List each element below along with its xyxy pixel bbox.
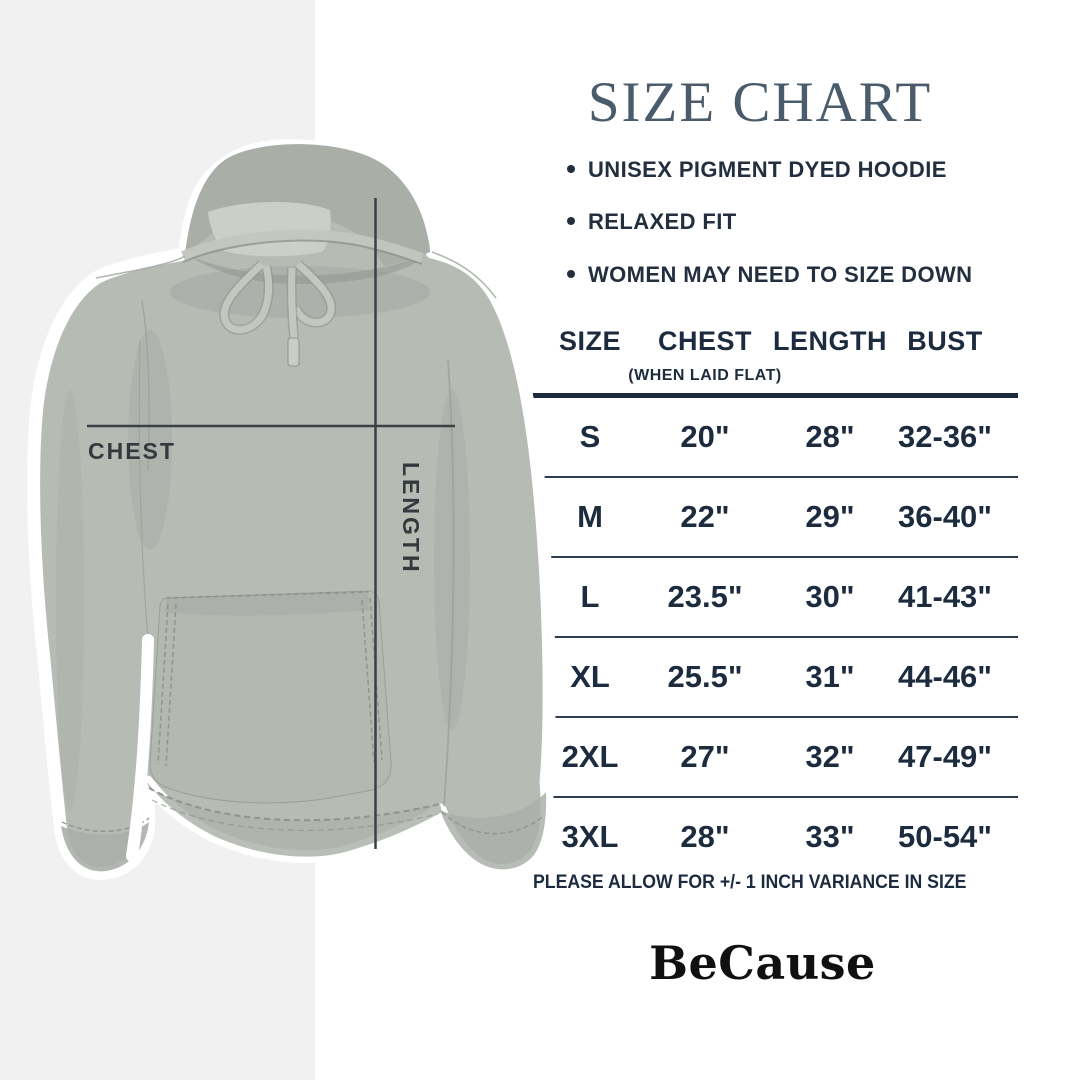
- bullet-dot-icon: [567, 269, 575, 278]
- cell-length: 32": [805, 739, 855, 774]
- length-label: LENGTH: [398, 462, 424, 575]
- table-header-divider: [505, 393, 1018, 398]
- shading: [170, 266, 430, 318]
- hood-rim: [181, 229, 424, 263]
- cell-bust: 41-43": [898, 579, 992, 614]
- table-row-xl: XL 25.5" 31" 44-46": [505, 638, 1020, 716]
- cell-chest: 28": [680, 819, 730, 854]
- bullet-dot-icon: [567, 217, 575, 226]
- hem-band: [147, 782, 442, 857]
- cell-chest: 22": [680, 499, 730, 534]
- cell-chest: 27": [680, 739, 730, 774]
- row-divider: [512, 476, 1018, 478]
- row-divider: [512, 556, 1018, 558]
- cell-size: 3XL: [561, 819, 619, 854]
- row-divider: [512, 636, 1018, 638]
- cell-chest: 20": [680, 419, 730, 454]
- brand-logo: BeCause: [649, 936, 876, 990]
- header-bust: BUST: [907, 326, 983, 356]
- cell-bust: 32-36": [898, 419, 992, 454]
- cell-bust: 44-46": [898, 659, 992, 694]
- bullet-label: UNISEX PIGMENT DYED HOODIE: [588, 157, 947, 182]
- sticker-gap: [126, 634, 154, 862]
- list-item: UNISEX PIGMENT DYED HOODIE: [567, 157, 972, 182]
- kangaroo-pocket: [149, 590, 392, 804]
- cell-length: 28": [805, 419, 855, 454]
- cell-size: M: [577, 499, 603, 534]
- shading: [56, 390, 84, 810]
- cell-chest: 25.5": [667, 659, 743, 694]
- table-row-m: M 22" 29" 36-40": [505, 478, 1020, 556]
- shading: [434, 390, 470, 730]
- header-chest: CHEST: [658, 326, 753, 356]
- cell-chest: 23.5": [667, 579, 743, 614]
- chest-subnote: (WHEN LAID FLAT): [628, 367, 782, 384]
- cell-length: 29": [805, 499, 855, 534]
- list-item: RELAXED FIT: [567, 209, 972, 234]
- header-length: LENGTH: [773, 326, 887, 356]
- table-header-row: SIZE CHEST LENGTH BUST (WHEN LAID FLAT): [505, 326, 1020, 393]
- cell-bust: 36-40": [898, 499, 992, 534]
- page-title: SIZE CHART: [587, 71, 933, 134]
- bullet-label: RELAXED FIT: [588, 209, 737, 235]
- table-row-3xl: 3XL 28" 33" 50-54": [505, 798, 1020, 876]
- cell-length: 31": [805, 659, 855, 694]
- seams: [95, 251, 497, 807]
- bullet-dot-icon: [567, 165, 575, 173]
- cell-size: XL: [570, 659, 610, 694]
- hood-rim-seam: [182, 239, 423, 265]
- size-table: SIZE CHEST LENGTH BUST (WHEN LAID FLAT) …: [505, 326, 1020, 893]
- list-item: WOMEN MAY NEED TO SIZE DOWN: [567, 262, 972, 287]
- chest-label: CHEST: [88, 438, 176, 464]
- cell-bust: 50-54": [898, 819, 992, 854]
- drawstring-aglet: [287, 337, 300, 367]
- bullet-label: WOMEN MAY NEED TO SIZE DOWN: [588, 261, 973, 287]
- cell-length: 33": [805, 819, 855, 854]
- table-row-2xl: 2XL 27" 32" 47-49": [505, 718, 1020, 796]
- variance-note: PLEASE ALLOW FOR +/- 1 INCH VARIANCE IN …: [533, 872, 967, 893]
- table-row-l: L 23.5" 30" 41-43": [505, 558, 1020, 636]
- feature-bullet-list: UNISEX PIGMENT DYED HOODIE RELAXED FIT W…: [567, 157, 972, 287]
- hoodie-sticker: [27, 139, 556, 880]
- hoodie-photo: CHEST LENGTH: [27, 139, 556, 880]
- header-size: SIZE: [558, 326, 621, 356]
- drawstrings: [219, 260, 337, 367]
- cell-size: L: [580, 579, 600, 614]
- row-divider: [512, 716, 1018, 718]
- cell-size: 2XL: [561, 739, 619, 774]
- measurement-guides: CHEST LENGTH: [87, 198, 455, 849]
- row-divider: [512, 796, 1018, 798]
- table-row-s: S 20" 28" 32-36": [505, 398, 1020, 476]
- cell-bust: 47-49": [898, 739, 992, 774]
- cell-size: S: [579, 419, 601, 454]
- cell-length: 30": [805, 579, 855, 614]
